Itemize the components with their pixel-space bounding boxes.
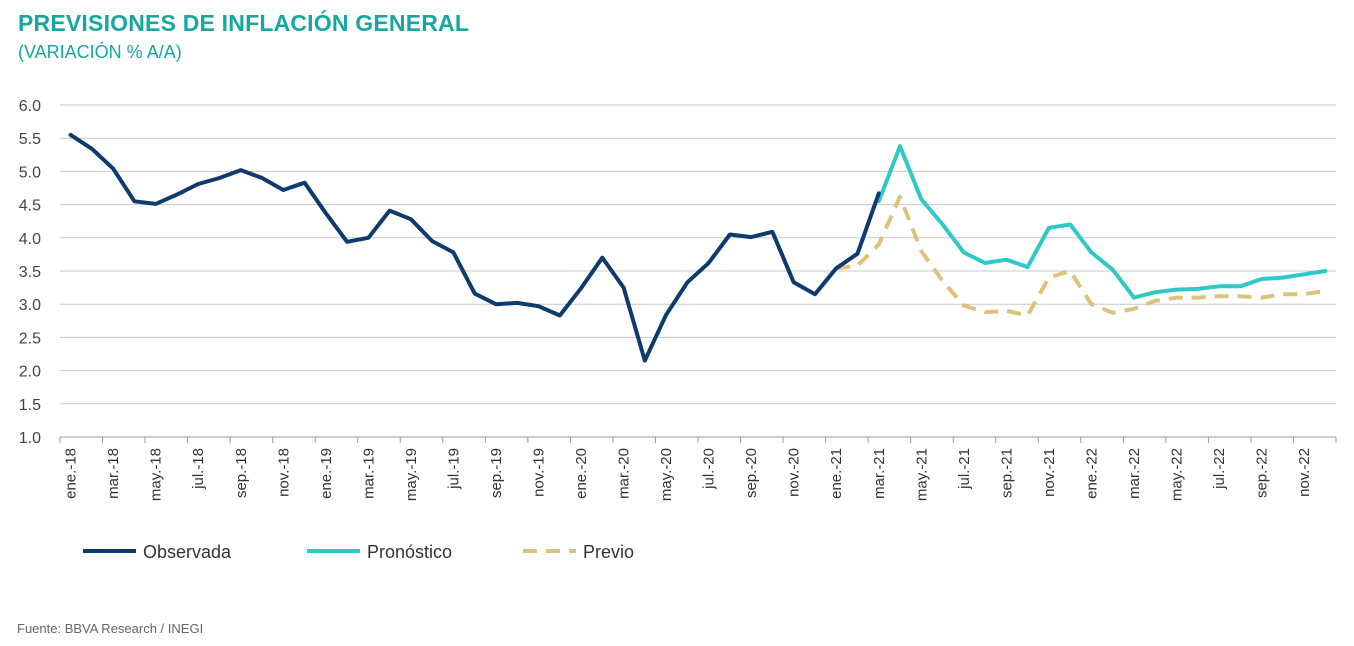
x-tick-label: may.-19 [403,448,420,501]
x-tick-label: may.-22 [1169,448,1186,501]
x-tick-label: may.-20 [658,448,675,501]
x-tick-label: may.-18 [148,448,165,501]
y-tick-label: 6.0 [19,98,41,115]
y-tick-label: 2.5 [19,330,41,347]
x-tick-label: nov.-22 [1296,448,1313,497]
y-tick-label: 4.5 [19,198,41,215]
x-tick-label: sep.-20 [743,448,760,498]
x-tick-label: mar.-20 [616,448,633,499]
x-tick-label: nov.-18 [275,448,292,497]
x-tick-label: nov.-19 [531,448,548,497]
series-line-observada [68,132,881,363]
legend-label: Observada [143,542,232,562]
y-tick-label: 4.0 [19,231,41,248]
legend-label: Pronóstico [367,542,452,562]
y-tick-label: 1.0 [19,430,41,447]
x-tick-label: mar.-21 [871,448,888,499]
x-tick-label: ene.-22 [1083,448,1100,499]
x-tick-label: nov.-21 [1041,448,1058,497]
x-tick-label: ene.-18 [63,448,80,499]
legend-label: Previo [583,542,634,562]
y-axis: 6.0 5.5 5.0 4.5 4.0 3.5 3.0 2.5 2.0 1.5 1.0 [19,98,41,447]
x-tick-label: may.-21 [913,448,930,501]
x-tick-label: jul.-19 [445,448,462,490]
x-tick-label: sep.-21 [998,448,1015,498]
y-tick-label: 5.0 [19,164,41,181]
x-tick-label: ene.-20 [573,448,590,499]
x-tick-label: sep.-18 [233,448,250,498]
y-tick-label: 2.0 [19,364,41,381]
x-tick-label: jul.-22 [1211,448,1228,490]
x-tick-label: mar.-19 [360,448,377,499]
x-tick-label: mar.-18 [105,448,122,499]
x-tick-label: mar.-22 [1126,448,1143,499]
x-tick-label: jul.-21 [956,448,973,490]
series-line-pronostico [876,144,1328,300]
x-tick-label: jul.-20 [701,448,718,490]
series-line-previo [835,194,1326,318]
y-tick-label: 3.0 [19,297,41,314]
legend: Observada Pronóstico Previo [83,542,634,562]
chart-subtitle: (VARIACIÓN % A/A) [18,42,182,62]
x-tick-label: sep.-19 [488,448,505,498]
x-tick-label: ene.-19 [318,448,335,499]
y-tick-label: 5.5 [19,131,41,148]
series-lines [68,132,1328,363]
x-axis: ene.-18 mar.-18 may.-18 jul.-18 sep.-18 nov.-… [59,436,1337,501]
x-tick-label: nov.-20 [786,448,803,497]
x-tick-label: jul.-18 [190,448,207,490]
y-tick-label: 1.5 [19,397,41,414]
chart-title: PREVISIONES DE INFLACIÓN GENERAL [18,10,470,36]
source-note: Fuente: BBVA Research / INEGI [17,621,204,636]
x-tick-label: ene.-21 [828,448,845,499]
grid-lines [60,104,1336,405]
y-tick-label: 3.5 [19,264,41,281]
x-tick-label: sep.-22 [1254,448,1271,498]
